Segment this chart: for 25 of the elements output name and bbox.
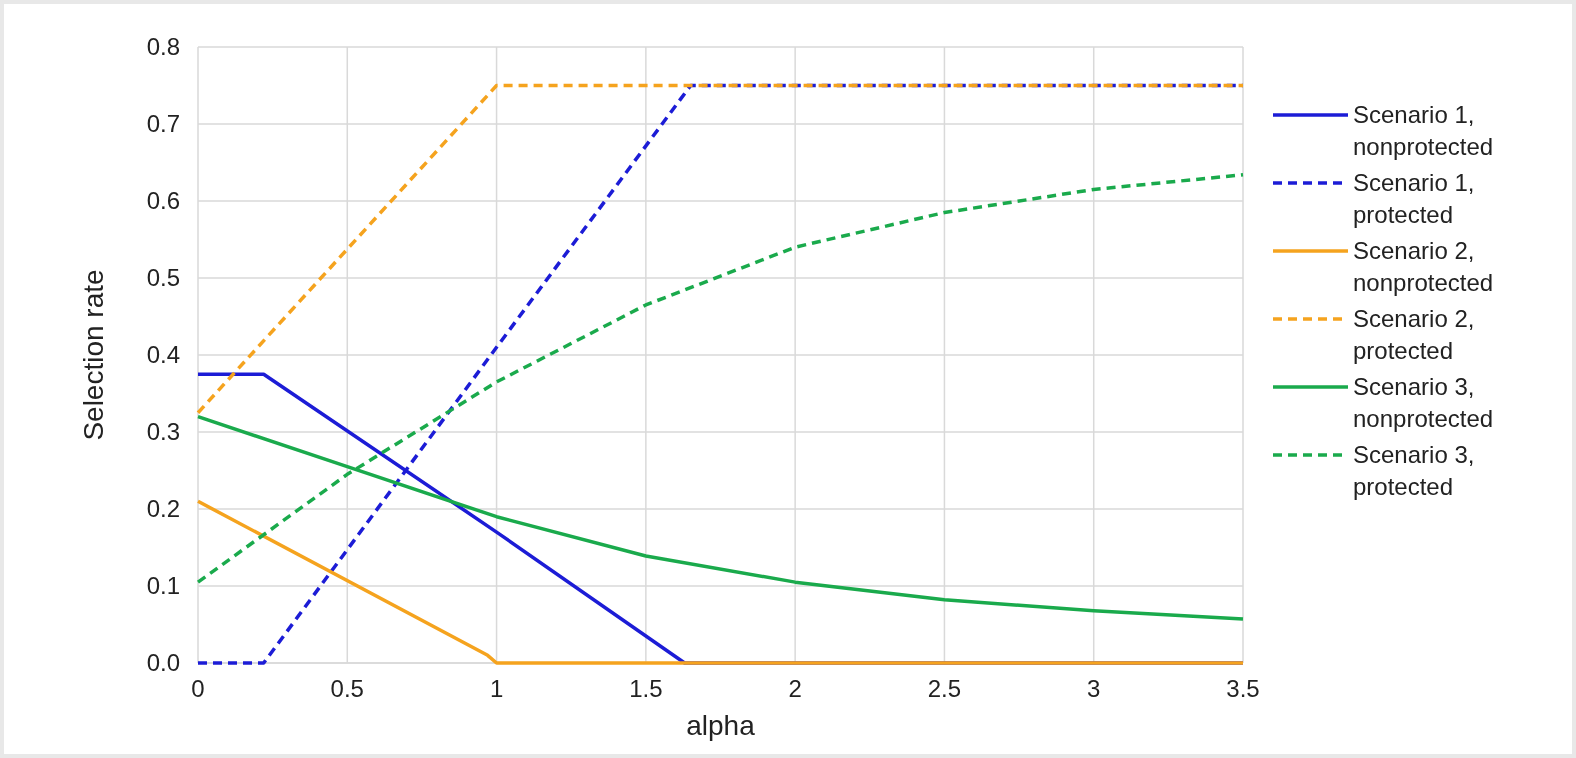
legend-label: Scenario 3, nonprotected [1353,373,1494,432]
x-tick-label: 2 [788,675,802,702]
x-tick-label: 0.5 [330,675,364,702]
legend-label: Scenario 2, protected [1353,305,1475,364]
y-tick-label: 0.6 [146,187,180,215]
x-tick-label: 3 [1087,675,1101,702]
y-tick-label: 0.1 [146,572,180,600]
y-tick-label: 0.4 [146,341,180,369]
x-tick-label: 2.5 [927,675,962,702]
legend-label: Scenario 1, protected [1353,169,1475,228]
legend-label: Scenario 2, nonprotected [1353,237,1494,296]
y-tick-label: 0.2 [146,495,180,523]
y-tick-label: 0.3 [146,418,180,446]
x-tick-label: 1 [489,675,504,702]
legend-label: Scenario 3, protected [1353,441,1475,500]
legend-label: Scenario 1, nonprotected [1353,101,1494,160]
x-tick-label: 0 [191,675,205,702]
y-tick-label: 0.7 [146,110,180,138]
y-axis-title: Selection rate [78,269,109,441]
y-tick-label: 0.5 [146,264,180,292]
y-tick-label: 0.8 [146,33,180,61]
x-axis-title: alpha [686,710,756,741]
x-tick-label: 3.5 [1226,675,1260,702]
y-tick-label: 0.0 [146,649,180,677]
x-tick-label: 1.5 [629,675,663,702]
